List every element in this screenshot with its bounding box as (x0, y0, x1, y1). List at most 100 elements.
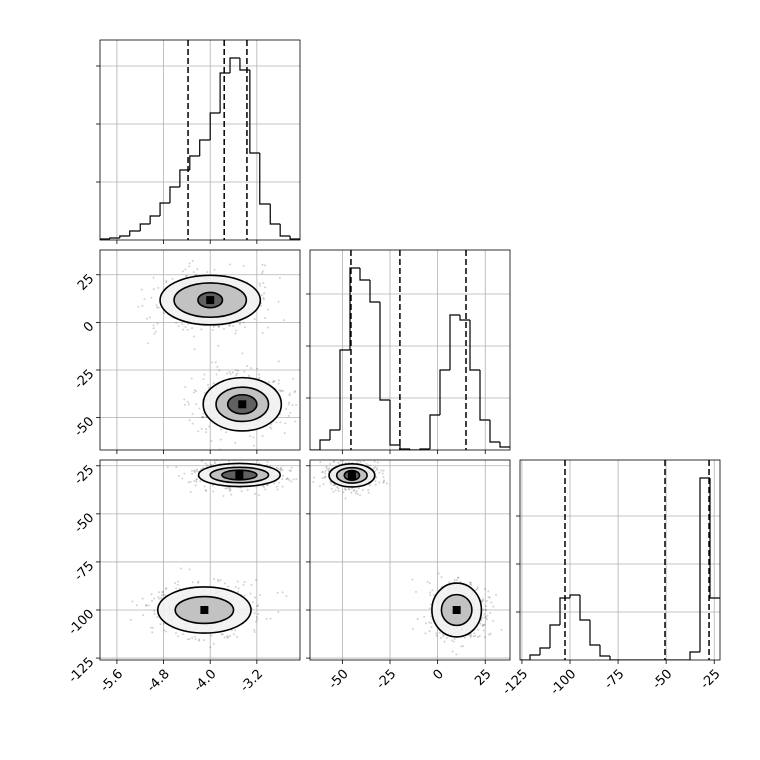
sample-point (324, 469, 327, 472)
sample-point (209, 463, 212, 466)
sample-point (201, 416, 204, 419)
sample-point (237, 369, 240, 372)
hist-step (289, 236, 300, 240)
sample-point (191, 413, 194, 416)
sample-point (343, 488, 346, 491)
sample-point (255, 615, 258, 618)
sample-point (295, 403, 298, 406)
histogram (520, 477, 720, 660)
sample-point (484, 588, 487, 591)
sample-point (151, 631, 154, 634)
sample-point (153, 609, 156, 612)
sample-point (236, 635, 239, 638)
sample-point (264, 316, 267, 319)
sample-point (266, 483, 269, 486)
sample-point (162, 622, 165, 625)
hist-step (199, 139, 211, 156)
sample-point (186, 638, 189, 641)
sample-point (204, 462, 207, 465)
sample-point (337, 487, 340, 490)
sample-point (150, 593, 153, 596)
sample-point (186, 274, 189, 277)
sample-point (273, 380, 276, 383)
sample-point (184, 325, 187, 328)
sample-point (135, 604, 138, 607)
sample-point (223, 636, 226, 639)
sample-point (288, 394, 291, 397)
sample-point (188, 568, 191, 571)
sample-point (463, 636, 466, 639)
sample-point (445, 636, 448, 639)
sample-point (291, 404, 294, 407)
sample-point (313, 476, 316, 479)
sample-point (288, 469, 291, 472)
sample-point (261, 294, 264, 297)
sample-point (332, 490, 335, 493)
sample-point (194, 390, 197, 393)
sample-point (332, 460, 335, 462)
sample-point (262, 282, 265, 285)
density-peak (452, 606, 461, 614)
x-tick-label: -5.6 (98, 667, 127, 696)
sample-point (485, 618, 488, 621)
sample-point (472, 635, 475, 638)
sample-point (232, 324, 235, 327)
sample-point (456, 576, 459, 579)
sample-point (277, 382, 280, 385)
sample-point (234, 332, 237, 335)
sample-point (187, 481, 190, 484)
sample-point (180, 567, 183, 570)
sample-point (261, 272, 264, 275)
sample-point (188, 265, 191, 268)
sample-point (176, 583, 179, 586)
sample-point (200, 460, 203, 463)
sample-point (261, 263, 264, 266)
sample-point (492, 605, 495, 608)
hist-step (569, 594, 580, 598)
sample-point (257, 493, 260, 496)
hist-step (209, 112, 221, 140)
sample-point (301, 474, 303, 476)
sample-point (367, 491, 370, 494)
x-tick-label: -3.2 (238, 667, 267, 696)
hist-step (219, 72, 231, 113)
sample-point (488, 596, 491, 599)
histogram (100, 57, 300, 240)
sample-point (147, 604, 150, 607)
sample-point (486, 614, 489, 617)
sample-point (152, 324, 155, 327)
sample-point (288, 401, 291, 404)
hist-step (179, 169, 190, 187)
sample-point (352, 489, 355, 492)
sample-point (264, 488, 267, 491)
sample-point (194, 471, 197, 474)
sample-point (217, 344, 220, 347)
sample-point (265, 617, 268, 620)
sample-point (128, 247, 130, 249)
sample-point (171, 277, 174, 280)
sample-point (205, 490, 208, 493)
sample-point (165, 630, 168, 633)
sample-point (182, 328, 185, 331)
sample-point (356, 460, 359, 462)
sample-point (229, 486, 232, 489)
sample-point (411, 578, 414, 581)
sample-point (151, 626, 154, 629)
hist-step (699, 477, 710, 652)
sample-point (321, 477, 324, 480)
sample-point (155, 304, 158, 307)
sample-point (355, 490, 358, 493)
sample-point (236, 372, 239, 375)
x-tick-label: -25 (374, 667, 400, 693)
sample-point (199, 480, 202, 483)
sample-point (143, 298, 146, 301)
sample-point (347, 487, 350, 490)
hist-step (239, 58, 250, 71)
sample-point (348, 488, 351, 491)
sample-point (203, 373, 206, 376)
sample-point (181, 323, 184, 326)
sample-point (474, 588, 477, 591)
sample-point (220, 428, 223, 431)
sample-point (322, 470, 325, 473)
sample-point (500, 628, 503, 631)
